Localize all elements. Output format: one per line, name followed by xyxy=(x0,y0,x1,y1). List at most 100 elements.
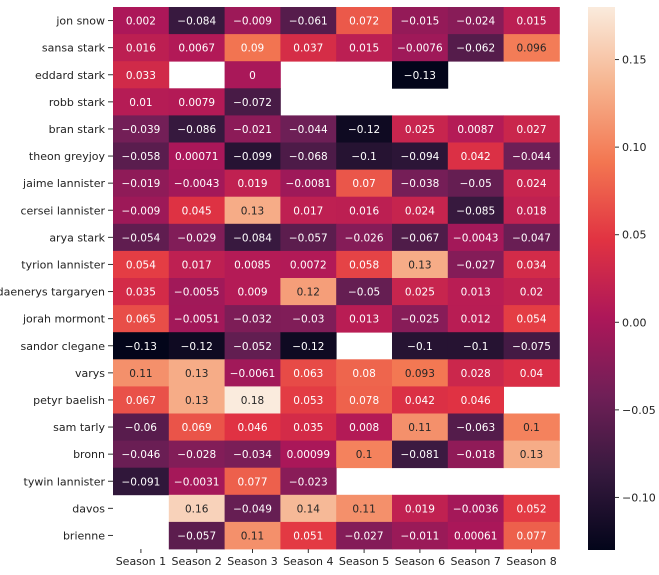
heatmap-cell xyxy=(168,34,225,62)
row-label-jorah-mormont: jorah mormont xyxy=(22,313,106,326)
heatmap-cell xyxy=(336,359,393,387)
heatmap-cell xyxy=(503,305,560,333)
heatmap-cell xyxy=(503,494,560,523)
cell-value-label: −0.1 xyxy=(407,341,433,353)
heatmap-cell xyxy=(392,142,449,170)
cell-value-label: 0.16 xyxy=(185,503,209,515)
cell-value-label: 0.13 xyxy=(185,395,208,407)
cell-value-label: −0.026 xyxy=(345,232,384,244)
heatmap-cell xyxy=(224,115,281,143)
heatmap-cell xyxy=(280,359,337,387)
cell-value-label: 0.00099 xyxy=(287,449,330,461)
cell-value-label: 0.024 xyxy=(516,178,546,190)
cell-value-label: −0.034 xyxy=(233,449,272,461)
cell-value-label: 0.045 xyxy=(182,205,212,217)
heatmap-cell xyxy=(280,34,337,62)
heatmap-cell xyxy=(392,250,449,279)
cell-value-label: 0.00061 xyxy=(454,530,497,542)
heatmap-cell xyxy=(280,467,337,496)
cell-value-label: 0.07 xyxy=(352,178,375,190)
heatmap-cell xyxy=(447,7,504,35)
heatmap-cell xyxy=(113,223,170,252)
heatmap-cell xyxy=(113,413,170,441)
heatmap-cell xyxy=(168,88,225,116)
cell-value-label: −0.009 xyxy=(121,205,160,217)
cell-value-label: −0.029 xyxy=(177,232,216,244)
cell-value-label: 0.058 xyxy=(349,259,379,271)
heatmap-cell xyxy=(168,413,225,441)
colorbar-tick-label: 0.10 xyxy=(622,141,647,154)
heatmap-cell xyxy=(113,88,170,116)
cell-value-label: 0.052 xyxy=(516,503,546,515)
cell-value-label: 0.08 xyxy=(352,368,375,380)
heatmap-cell xyxy=(224,467,281,496)
heatmap-cell xyxy=(392,169,449,198)
cell-value-label: 0.035 xyxy=(126,287,156,299)
cell-value-label: 0.046 xyxy=(237,422,267,434)
cell-value-label: −0.058 xyxy=(121,151,160,163)
cell-value-label: −0.0055 xyxy=(174,287,220,299)
cell-value-label: 0.025 xyxy=(405,287,435,299)
cell-value-label: −0.084 xyxy=(177,16,216,28)
heatmap-cell xyxy=(336,440,393,469)
row-label-davos: davos xyxy=(72,502,105,515)
row-label-tywin-lannister: tywin lannister xyxy=(24,475,106,488)
column-label-season-3: Season 3 xyxy=(227,555,277,568)
cell-value-label: 0.053 xyxy=(293,395,323,407)
cell-value-label: 0.027 xyxy=(516,124,546,136)
cell-value-label: −0.0043 xyxy=(453,232,499,244)
heatmap-cell xyxy=(168,196,225,225)
cell-value-label: 0.077 xyxy=(237,476,267,488)
cell-value-label: 0.13 xyxy=(241,205,264,217)
heatmap-cell xyxy=(280,278,337,306)
colorbar-tick-label: 0.05 xyxy=(622,229,647,242)
heatmap-cell xyxy=(336,223,393,252)
cell-value-label: 0.11 xyxy=(241,530,264,542)
cell-value-label: −0.094 xyxy=(400,151,439,163)
colorbar-tick-label: 0.15 xyxy=(622,54,647,67)
cell-value-label: 0.009 xyxy=(237,287,267,299)
cell-value-label: 0.017 xyxy=(293,205,323,217)
cell-value-label: 0.015 xyxy=(516,16,546,28)
cell-value-label: 0.01 xyxy=(129,97,152,109)
heatmap-cell xyxy=(280,169,337,198)
heatmap-cell xyxy=(392,61,449,89)
heatmap-cell xyxy=(168,250,225,279)
cell-value-label: 0.0072 xyxy=(290,259,327,271)
cell-value-label: 0.017 xyxy=(182,259,212,271)
heatmap-cell xyxy=(224,521,281,550)
cell-value-label: −0.0076 xyxy=(397,43,443,55)
row-label-jaime-lannister: jaime lannister xyxy=(22,177,105,190)
cell-value-label: 0.035 xyxy=(293,422,323,434)
heatmap-cell xyxy=(336,115,393,143)
heatmap-cell xyxy=(503,250,560,279)
cell-value-label: −0.052 xyxy=(233,341,272,353)
cell-value-label: −0.086 xyxy=(177,124,216,136)
colorbar-tick-label: −0.05 xyxy=(622,404,656,417)
heatmap-cell xyxy=(447,413,504,441)
cell-value-label: 0.033 xyxy=(126,70,156,82)
cell-value-label: 0.11 xyxy=(129,368,152,380)
cell-value-label: −0.12 xyxy=(348,124,380,136)
heatmap-cell xyxy=(392,34,449,62)
heatmap-cell xyxy=(503,196,560,225)
cell-value-label: −0.091 xyxy=(121,476,160,488)
cell-value-label: −0.063 xyxy=(456,422,495,434)
heatmap-cell xyxy=(392,196,449,225)
row-label-daenerys-targaryen: daenerys targaryen xyxy=(0,286,105,299)
cell-value-label: 0.067 xyxy=(126,395,156,407)
heatmap-cell xyxy=(168,386,225,414)
cell-value-label: −0.047 xyxy=(512,232,551,244)
heatmap-cell xyxy=(168,521,225,550)
heatmap-cell xyxy=(280,332,337,360)
cell-value-label: −0.046 xyxy=(121,449,160,461)
colorbar-tick-label: 0.00 xyxy=(622,316,647,329)
cell-value-label: 0.025 xyxy=(405,124,435,136)
row-label-theon-greyjoy: theon greyjoy xyxy=(29,150,106,163)
cell-value-label: 0.015 xyxy=(349,43,379,55)
row-label-petyr-baelish: petyr baelish xyxy=(33,394,105,407)
heatmap-cell xyxy=(113,278,170,306)
cell-value-label: 0.13 xyxy=(185,368,208,380)
row-label-varys: varys xyxy=(75,367,105,380)
cell-value-label: 0.013 xyxy=(461,287,491,299)
